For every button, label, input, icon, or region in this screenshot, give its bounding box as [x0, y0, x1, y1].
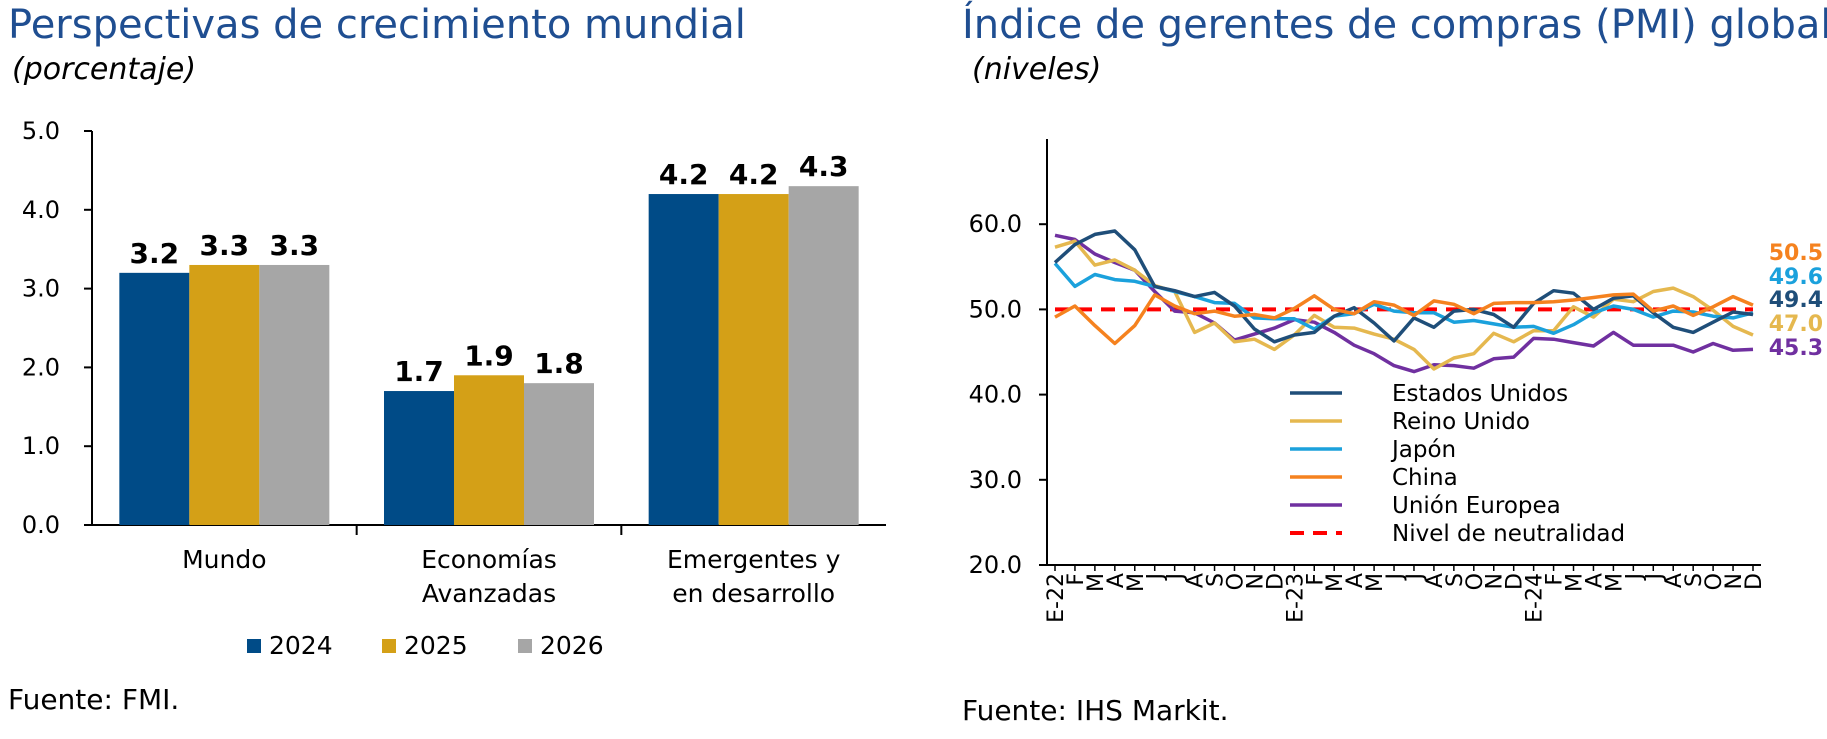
bar-data-label: 3.2: [130, 237, 180, 270]
right-chart-title: Índice de gerentes de compras (PMI) glob…: [962, 2, 1827, 48]
legend-label-Nivel de neutralidad: Nivel de neutralidad: [1392, 521, 1625, 547]
legend-label-2024: 2024: [269, 631, 333, 660]
line-x-tick-label: A: [1582, 573, 1607, 588]
bar-y-tick-label: 3.0: [22, 275, 60, 303]
line-x-tick-label: O: [1702, 573, 1727, 590]
bar-2026: [524, 383, 594, 525]
left-chart-subtitle: (porcentaje): [12, 52, 197, 87]
bar-2024: [648, 194, 719, 526]
bar-category-label: Emergentes y: [667, 545, 841, 574]
bar-y-tick-label: 2.0: [22, 353, 60, 381]
line-x-tick-label: J: [1383, 573, 1408, 582]
legend-label-2025: 2025: [404, 631, 468, 660]
line-x-tick-label: E-24: [1523, 573, 1548, 623]
line-x-tick-label: A: [1104, 573, 1129, 588]
line-y-tick-label: 20.0: [969, 551, 1022, 579]
line-x-tick-label: F: [1543, 573, 1568, 586]
line-x-tick-label: M: [1602, 573, 1627, 592]
bar-2024: [384, 391, 454, 525]
line-x-tick-label: O: [1223, 573, 1248, 590]
line-x-tick-label: A: [1423, 573, 1448, 588]
series-line-Estados Unidos: [1053, 229, 1754, 344]
series-line-China: [1054, 292, 1754, 346]
legend-label-Estados Unidos: Estados Unidos: [1392, 381, 1568, 407]
end-value-label-Reino Unido: 47.0: [1769, 312, 1823, 337]
growth-bar-chart: 0.0 1.0 2.0 3.0 4.0 5.0 3.2 3.3 3.3 Mundo 1.7 1.9 1.…: [22, 117, 886, 660]
bar-y-tick-label: 1.0: [22, 432, 60, 460]
legend-swatch-2025: [382, 639, 396, 653]
bar-data-label: 1.9: [464, 339, 514, 372]
line-x-tick-label: E-23: [1283, 573, 1308, 623]
end-value-label-China: 50.5: [1769, 241, 1823, 266]
legend-swatch-2024: [247, 639, 261, 653]
bar-category-label: Economías: [421, 545, 557, 574]
line-x-tick-label: E-22: [1044, 573, 1069, 623]
right-chart-source: Fuente: IHS Markit.: [962, 694, 1229, 727]
bar-category-label: Avanzadas: [422, 579, 556, 608]
line-y-tick-label: 40.0: [969, 381, 1022, 409]
legend-label-2026: 2026: [540, 631, 604, 660]
line-x-tick-label: M: [1323, 573, 1348, 592]
line-y-tick-label: 60.0: [969, 210, 1022, 238]
line-x-tick-label: F: [1064, 573, 1089, 586]
line-x-tick-label: J: [1622, 573, 1647, 582]
bar-data-label: 4.3: [799, 150, 849, 183]
bar-y-tick-label: 4.0: [22, 196, 60, 224]
line-x-tick-label: A: [1184, 573, 1209, 588]
line-x-tick-label: D: [1263, 573, 1288, 590]
line-x-tick-label: M: [1124, 573, 1149, 592]
series-line-Unión Europea: [1054, 233, 1754, 374]
legend-label-Unión Europea: Unión Europea: [1392, 493, 1561, 519]
line-x-tick-label: A: [1343, 573, 1368, 588]
line-x-tick-label: M: [1084, 573, 1109, 592]
line-x-tick-label: M: [1363, 573, 1388, 592]
line-x-tick-label: J: [1164, 573, 1189, 582]
bar-data-label: 3.3: [200, 229, 250, 262]
end-value-label-Unión Europea: 45.3: [1769, 336, 1823, 361]
bar-2025: [454, 375, 524, 525]
legend-label-Japón: Japón: [1390, 437, 1456, 463]
bar-data-label: 3.3: [270, 229, 320, 262]
line-x-tick-label: J: [1144, 573, 1169, 582]
legend-label-Reino Unido: Reino Unido: [1392, 409, 1530, 435]
bar-data-label: 4.2: [659, 158, 709, 191]
line-x-tick-label: S: [1682, 573, 1707, 587]
end-value-label-Estados Unidos: 49.4: [1769, 288, 1823, 313]
bar-data-label: 1.7: [394, 355, 444, 388]
bar-category-label: en desarrollo: [672, 579, 835, 608]
pmi-line-chart: 20.030.040.050.060.0E-22FMAMJJASONDE-23F…: [969, 139, 1823, 623]
bar-2024: [119, 272, 190, 525]
bar-2025: [718, 194, 789, 526]
end-value-label-Japón: 49.6: [1769, 265, 1823, 290]
line-x-tick-label: S: [1443, 573, 1468, 587]
line-x-tick-label: J: [1403, 573, 1428, 582]
line-x-tick-label: D: [1503, 573, 1528, 590]
line-x-tick-label: O: [1463, 573, 1488, 590]
line-x-tick-label: N: [1722, 573, 1747, 589]
bar-data-label: 1.8: [534, 347, 584, 380]
left-chart-source: Fuente: FMI.: [8, 683, 180, 716]
line-x-tick-label: N: [1483, 573, 1508, 589]
bar-2026: [259, 264, 330, 525]
line-x-tick-label: A: [1662, 573, 1687, 588]
bar-2026: [788, 186, 859, 525]
legend-label-China: China: [1392, 465, 1458, 491]
line-x-tick-label: D: [1742, 573, 1767, 590]
bar-category-label: Mundo: [182, 545, 266, 574]
bar-y-tick-label: 0.0: [22, 511, 60, 539]
line-y-tick-label: 30.0: [969, 466, 1022, 494]
line-x-tick-label: F: [1303, 573, 1328, 586]
bar-2025: [189, 264, 260, 525]
line-x-tick-label: M: [1563, 573, 1588, 592]
left-chart-title: Perspectivas de crecimiento mundial: [8, 2, 746, 48]
line-y-tick-label: 50.0: [969, 295, 1022, 323]
line-x-tick-label: S: [1204, 573, 1229, 587]
legend-swatch-2026: [518, 639, 532, 653]
line-x-tick-label: J: [1642, 573, 1667, 582]
line-x-tick-label: N: [1243, 573, 1268, 589]
right-chart-subtitle: (niveles): [972, 52, 1102, 87]
bar-data-label: 4.2: [729, 158, 779, 191]
bar-y-tick-label: 5.0: [22, 117, 60, 145]
